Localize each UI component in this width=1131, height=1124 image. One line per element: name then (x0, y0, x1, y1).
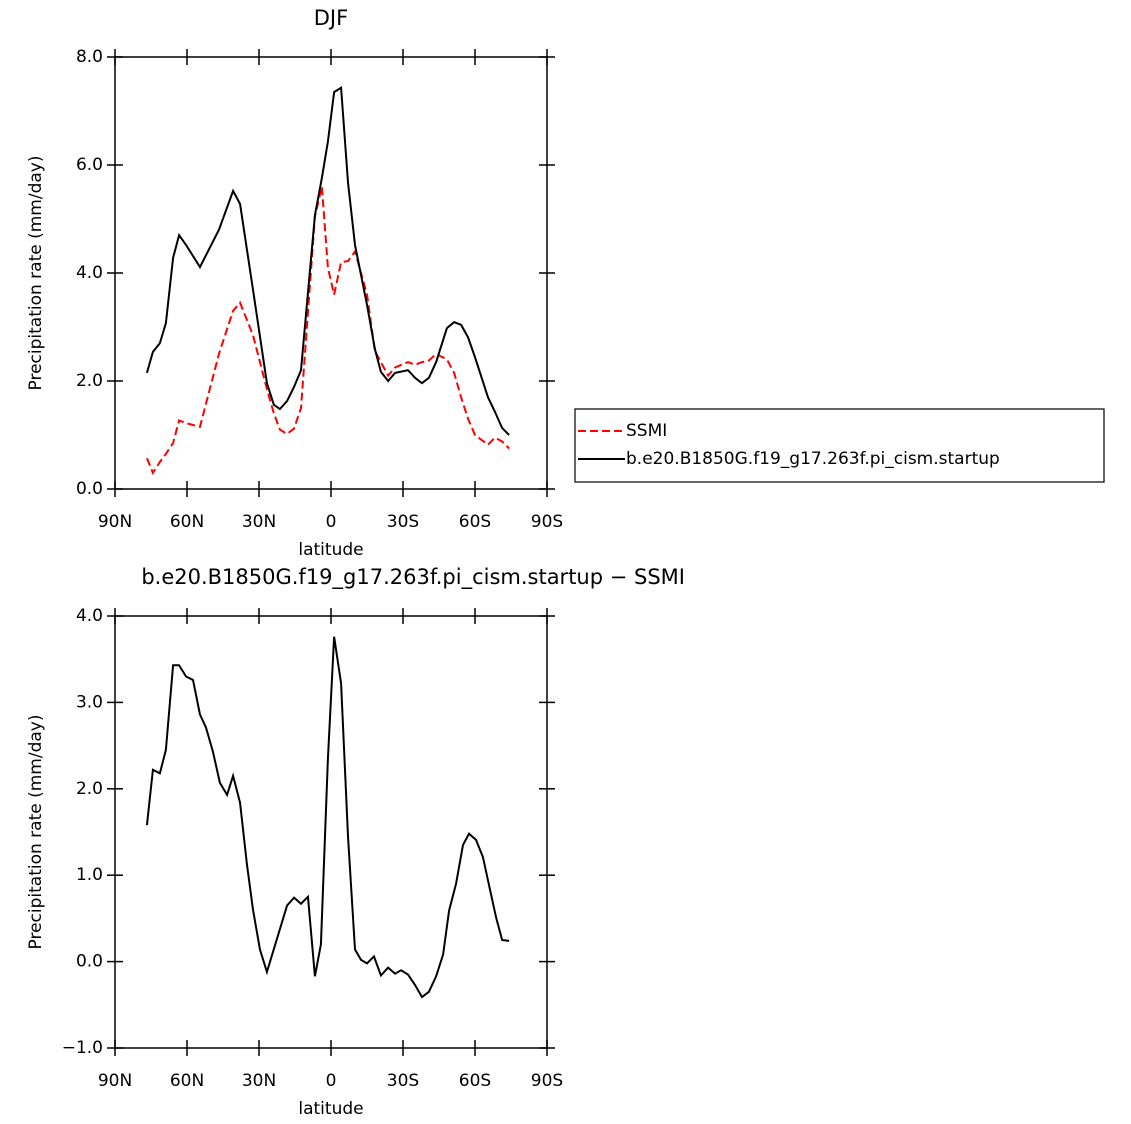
y-tick-label: 2.0 (76, 371, 103, 391)
y-tick-label: 0.0 (76, 479, 103, 499)
y-axis-label: Precipitation rate (mm/day) (26, 715, 46, 950)
x-tick-label: 30N (242, 1071, 276, 1091)
legend-label: b.e20.B1850G.f19_g17.263f.pi_cism.startu… (626, 449, 1000, 469)
chart-title: b.e20.B1850G.f19_g17.263f.pi_cism.startu… (141, 565, 685, 590)
x-tick-label: 90S (531, 1071, 563, 1091)
x-tick-label: 90S (531, 512, 563, 532)
x-tick-label: 60S (459, 1071, 491, 1091)
y-tick-label: 4.0 (76, 606, 103, 626)
legend-box (574, 408, 1105, 483)
series-line (145, 86, 510, 436)
series-line (145, 636, 510, 999)
x-tick-label: 60N (170, 512, 204, 532)
x-tick-label: 0 (326, 1071, 337, 1091)
y-tick-label: 3.0 (76, 692, 103, 712)
x-axis-label: latitude (298, 540, 363, 560)
y-tick-label: −1.0 (62, 1038, 103, 1058)
y-tick-label: 8.0 (76, 47, 103, 67)
chart-title: DJF (314, 6, 348, 30)
x-tick-label: 60N (170, 1071, 204, 1091)
x-tick-label: 90N (98, 512, 132, 532)
x-tick-label: 0 (326, 512, 337, 532)
x-tick-label: 30S (387, 512, 419, 532)
y-tick-label: 1.0 (76, 865, 103, 885)
y-tick-label: 0.0 (76, 952, 103, 972)
x-tick-label: 30S (387, 1071, 419, 1091)
x-tick-label: 60S (459, 512, 491, 532)
x-tick-label: 90N (98, 1071, 132, 1091)
x-tick-label: 30N (242, 512, 276, 532)
legend-label: SSMI (626, 421, 667, 441)
y-tick-label: 4.0 (76, 263, 103, 283)
y-axis-label: Precipitation rate (mm/day) (26, 156, 46, 391)
y-tick-label: 2.0 (76, 779, 103, 799)
y-tick-label: 6.0 (76, 155, 103, 175)
series-line (145, 186, 510, 475)
x-axis-label: latitude (298, 1099, 363, 1119)
